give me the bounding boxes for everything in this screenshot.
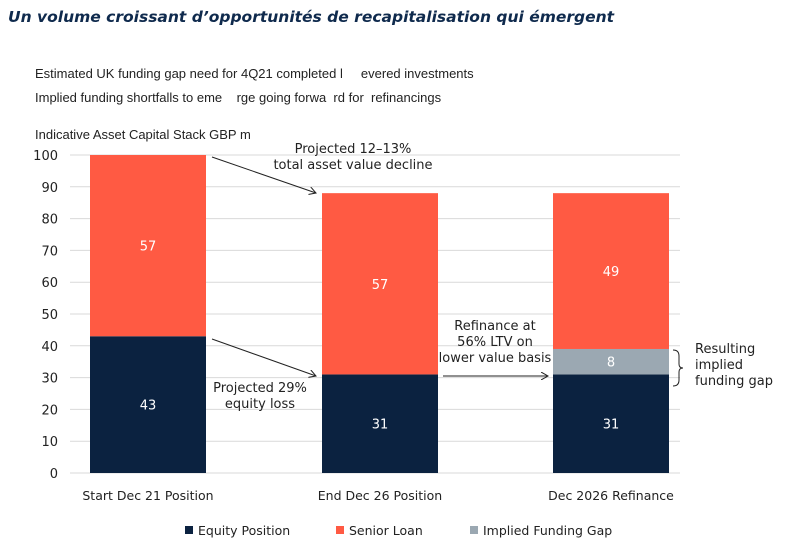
annotation-refinance: Refinance at <box>454 319 535 334</box>
legend-label: Equity Position <box>198 523 290 538</box>
arrow <box>211 156 316 193</box>
subtitle-1: Estimated UK funding gap need for 4Q21 c… <box>35 66 474 81</box>
annotation-equity-loss: equity loss <box>225 397 295 412</box>
y-tick-label: 80 <box>41 213 58 228</box>
y-tick-label: 30 <box>41 372 58 387</box>
legend-label: Senior Loan <box>349 523 423 538</box>
data-label: 31 <box>372 418 389 433</box>
y-tick-label: 50 <box>41 308 58 323</box>
y-tick-label: 0 <box>50 467 58 482</box>
annotation-funding-gap: implied <box>695 358 743 373</box>
data-label: 57 <box>372 278 389 293</box>
data-label: 57 <box>140 240 157 255</box>
data-label: 31 <box>603 418 620 433</box>
bar-segment <box>90 336 206 473</box>
legend-label: Implied Funding Gap <box>483 523 612 538</box>
legend-swatch <box>336 526 344 534</box>
annotation-refinance: 56% LTV on <box>457 335 533 350</box>
legend-swatch <box>470 526 478 534</box>
chart-title: Indicative Asset Capital Stack GBP m <box>35 127 251 142</box>
annotation-value-decline: total asset value decline <box>273 158 432 173</box>
annotation-refinance: lower value basis <box>439 351 552 366</box>
data-label: 49 <box>603 265 620 280</box>
bar-segment <box>553 348 669 375</box>
bar-segment <box>90 155 206 337</box>
legend-swatch <box>185 526 193 534</box>
y-tick-label: 90 <box>41 181 58 196</box>
arrow <box>211 338 316 376</box>
annotation-funding-gap: funding gap <box>695 374 773 389</box>
y-tick-label: 20 <box>41 403 58 418</box>
annotation-equity-loss: Projected 29% <box>213 381 307 396</box>
bar-segment <box>322 193 438 375</box>
x-tick-label: Dec 2026 Refinance <box>548 488 674 503</box>
subtitle-2: Implied funding shortfalls to eme rge go… <box>35 90 442 105</box>
bracket-icon <box>672 349 684 387</box>
y-tick-label: 60 <box>41 276 58 291</box>
y-tick-label: 10 <box>41 435 58 450</box>
bar-segment <box>322 374 438 473</box>
annotation-value-decline: Projected 12–13% <box>295 142 412 157</box>
y-tick-label: 70 <box>41 244 58 259</box>
x-tick-label: End Dec 26 Position <box>318 488 442 503</box>
page-title: Un volume croissant d’opportunités de re… <box>8 8 615 26</box>
bar-segment <box>553 193 669 349</box>
y-tick-label: 100 <box>33 149 58 164</box>
y-tick-label: 40 <box>41 340 58 355</box>
bar-segment <box>553 374 669 473</box>
x-tick-label: Start Dec 21 Position <box>82 488 213 503</box>
annotation-funding-gap: Resulting <box>695 342 755 357</box>
data-label: 43 <box>140 399 157 414</box>
data-label: 8 <box>607 356 615 371</box>
